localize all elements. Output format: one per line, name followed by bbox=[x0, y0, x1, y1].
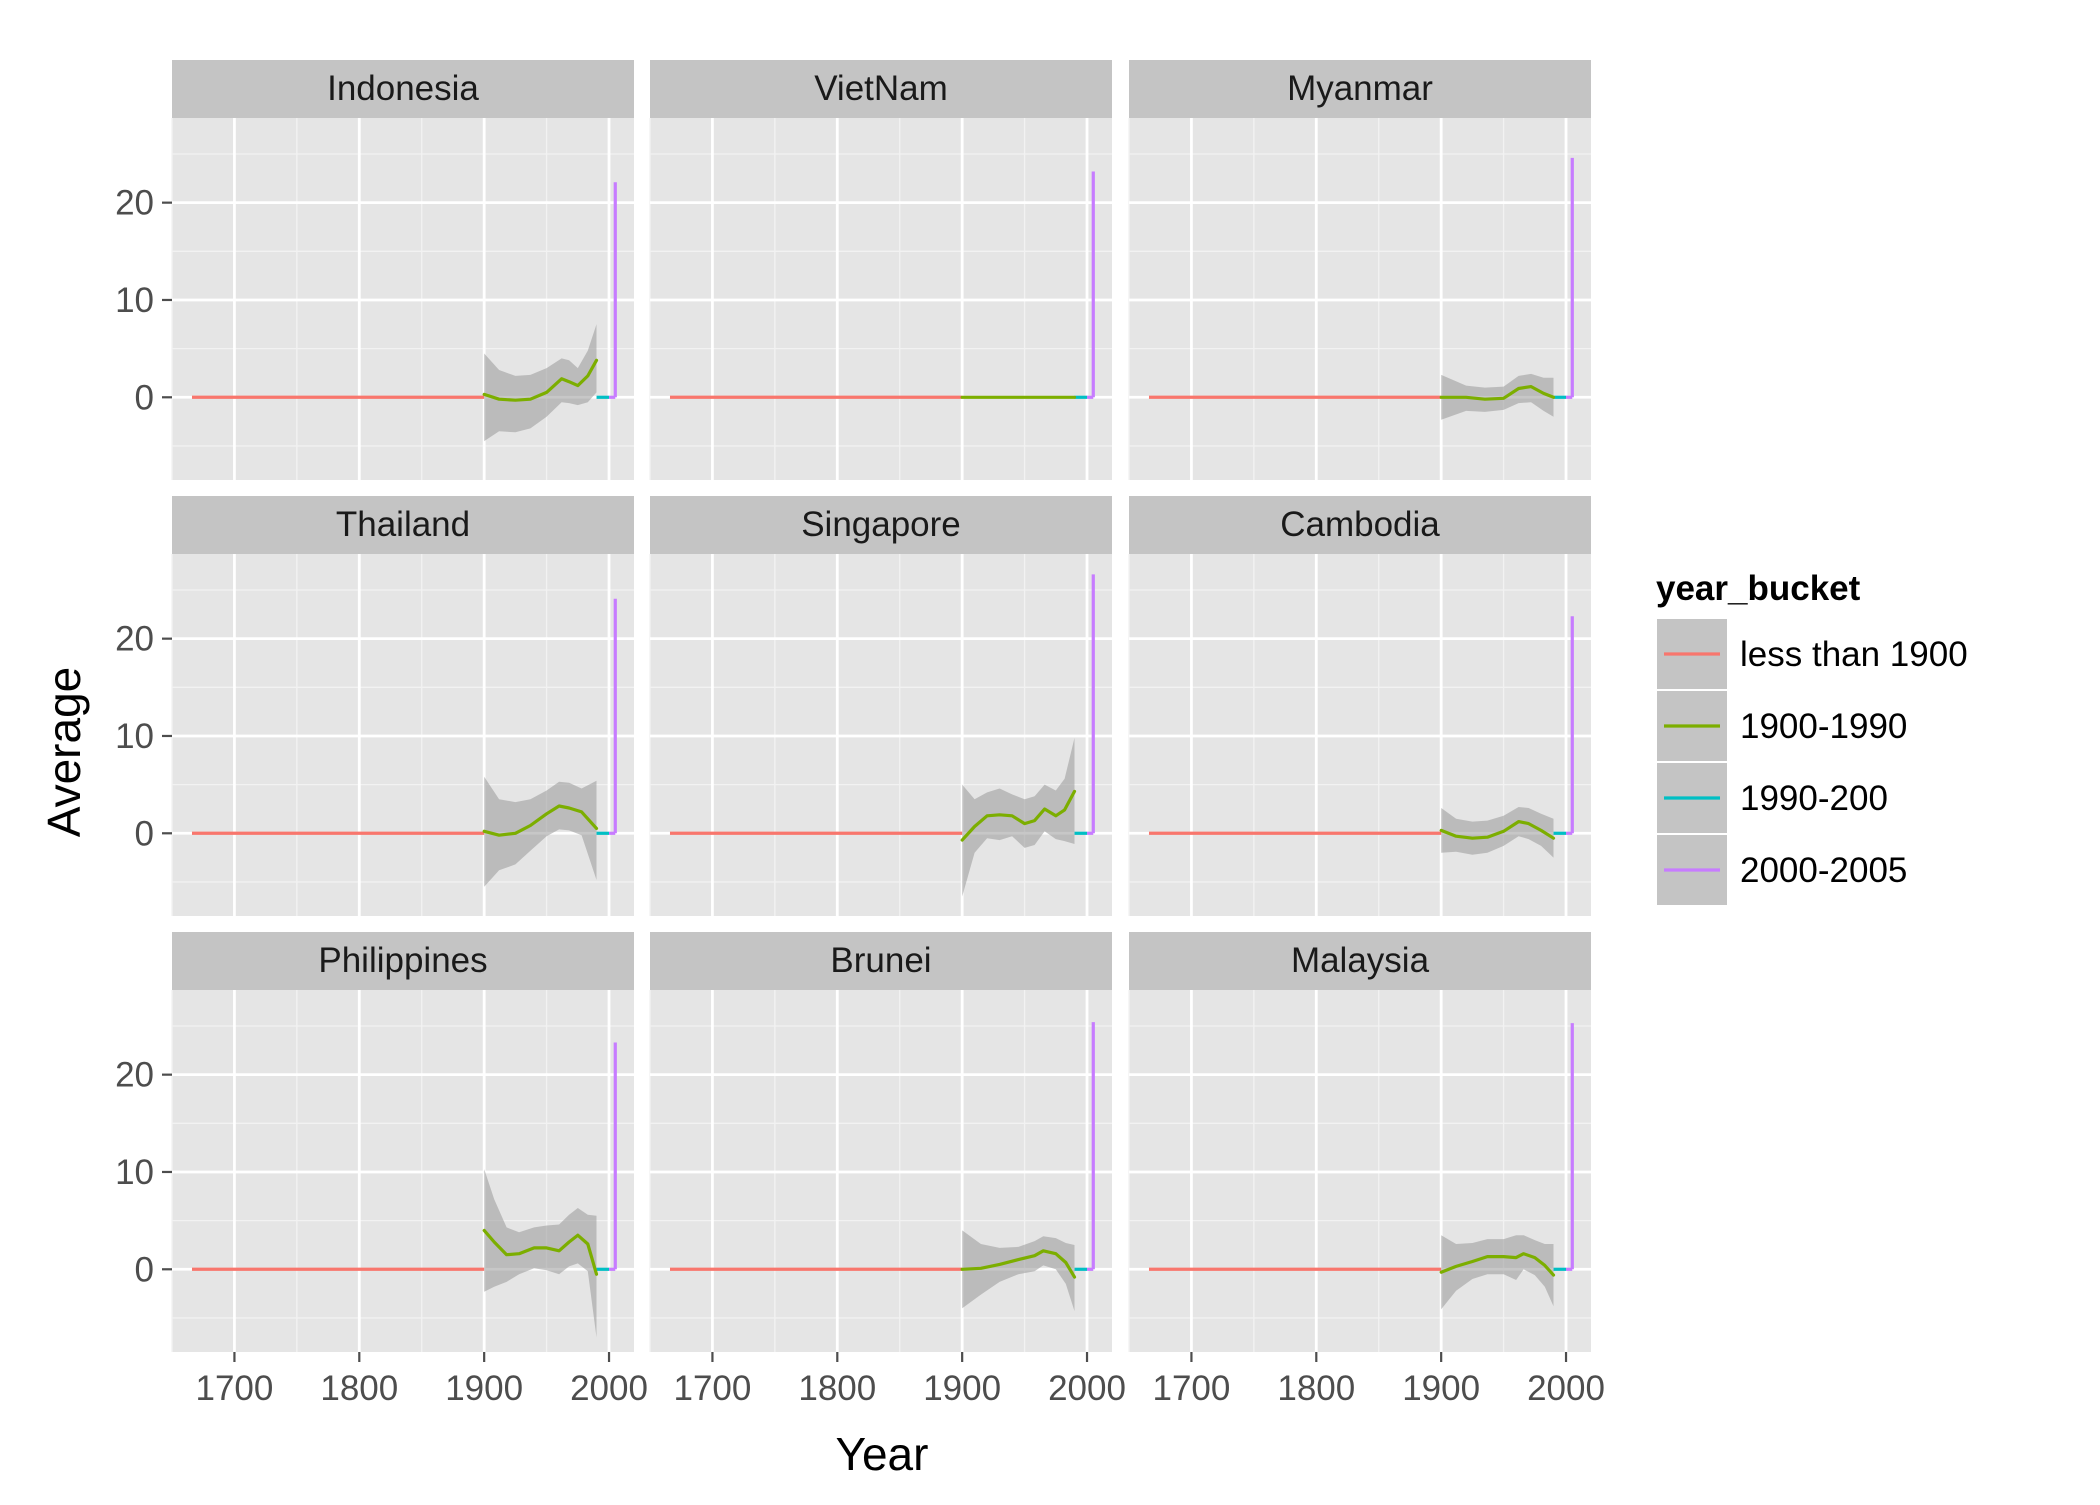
y-tick-label: 20 bbox=[115, 184, 154, 223]
facet-strip bbox=[172, 60, 634, 118]
y-tick-label: 20 bbox=[115, 1056, 154, 1095]
facet-title: Thailand bbox=[336, 505, 470, 544]
y-tick-label: 0 bbox=[135, 1250, 154, 1289]
legend-label: 1900-1990 bbox=[1740, 707, 1907, 746]
facet-panel: Singapore bbox=[649, 496, 1112, 916]
y-axis-title: Average bbox=[38, 667, 90, 838]
facet-strip bbox=[650, 496, 1112, 554]
facet-title: Indonesia bbox=[327, 69, 479, 108]
facet-panel: Cambodia bbox=[1128, 496, 1591, 916]
x-tick-label: 1900 bbox=[1402, 1369, 1480, 1408]
facet-strip bbox=[1129, 60, 1591, 118]
x-tick-label: 2000 bbox=[1048, 1369, 1126, 1408]
facet-panel: Philippines 0 10 20 1700 1800 1900 2000 bbox=[115, 932, 648, 1408]
x-tick-label: 1800 bbox=[320, 1369, 398, 1408]
facet-panel: Brunei 1700 1800 1900 2000 bbox=[649, 932, 1126, 1408]
series-line bbox=[482, 358, 599, 402]
series-line bbox=[960, 1249, 1077, 1279]
confidence-band bbox=[1441, 373, 1554, 420]
y-tick-label: 0 bbox=[135, 378, 154, 417]
y-tick-label: 10 bbox=[115, 717, 154, 756]
facet-strip bbox=[172, 496, 634, 554]
facet-strip bbox=[650, 932, 1112, 990]
y-tick-label: 10 bbox=[115, 1153, 154, 1192]
y-tick-label: 10 bbox=[115, 281, 154, 320]
x-tick-label: 2000 bbox=[1527, 1369, 1605, 1408]
series-line bbox=[1439, 1252, 1556, 1277]
confidence-band bbox=[962, 737, 1075, 897]
series-line bbox=[482, 1228, 599, 1276]
facet-title: Brunei bbox=[830, 941, 931, 980]
confidence-band bbox=[484, 324, 597, 442]
y-tick-label: 20 bbox=[115, 620, 154, 659]
y-tick-label: 0 bbox=[135, 814, 154, 853]
x-tick-label: 1700 bbox=[1152, 1369, 1230, 1408]
facet-panel: Indonesia 0 10 20 bbox=[115, 60, 634, 480]
facet-strip bbox=[650, 60, 1112, 118]
facet-title: VietNam bbox=[814, 69, 948, 108]
legend-label: 1990-200 bbox=[1740, 779, 1888, 818]
confidence-band bbox=[484, 1169, 597, 1338]
x-tick-label: 1800 bbox=[798, 1369, 876, 1408]
facet-strip bbox=[172, 932, 634, 990]
facet-panel: Malaysia 1700 1800 1900 2000 bbox=[1128, 932, 1605, 1408]
legend-label: less than 1900 bbox=[1740, 635, 1968, 674]
series-line bbox=[482, 804, 599, 837]
facet-title: Singapore bbox=[801, 505, 961, 544]
series-line bbox=[960, 789, 1077, 842]
facet-title: Philippines bbox=[318, 941, 487, 980]
facet-title: Malaysia bbox=[1291, 941, 1430, 980]
facet-panel: VietNam bbox=[649, 60, 1112, 480]
x-tick-label: 1900 bbox=[923, 1369, 1001, 1408]
facet-panel: Thailand 0 10 20 bbox=[115, 496, 634, 916]
x-tick-label: 1700 bbox=[673, 1369, 751, 1408]
facet-title: Cambodia bbox=[1280, 505, 1440, 544]
x-tick-label: 1900 bbox=[445, 1369, 523, 1408]
facet-strip bbox=[1129, 496, 1591, 554]
facet-title: Myanmar bbox=[1287, 69, 1433, 108]
x-tick-label: 2000 bbox=[570, 1369, 648, 1408]
x-axis-title: Year bbox=[836, 1428, 929, 1480]
x-tick-label: 1700 bbox=[195, 1369, 273, 1408]
x-tick-label: 1800 bbox=[1277, 1369, 1355, 1408]
series-line bbox=[1439, 385, 1556, 401]
legend-title: year_bucket bbox=[1656, 569, 1861, 608]
series-line bbox=[1439, 819, 1556, 840]
confidence-band bbox=[484, 776, 597, 887]
legend-label: 2000-2005 bbox=[1740, 851, 1907, 890]
facet-panel: Myanmar bbox=[1128, 60, 1591, 480]
facet-strip bbox=[1129, 932, 1591, 990]
